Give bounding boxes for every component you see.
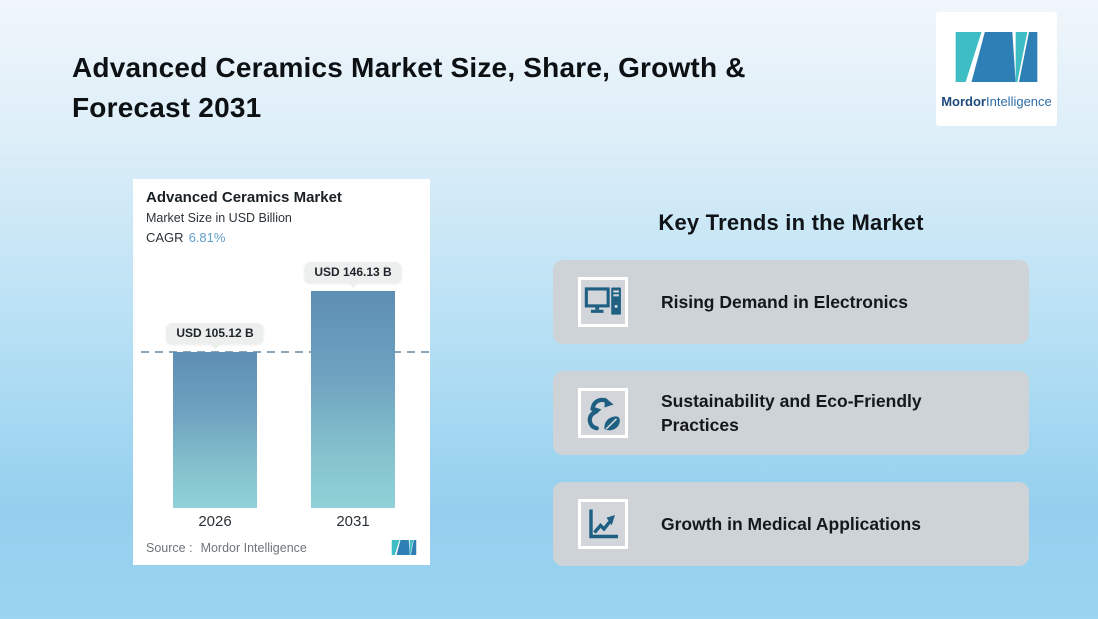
- source-label: Source :: [146, 540, 193, 555]
- cagr-row: CAGR 6.81%: [146, 230, 225, 245]
- trend-label: Growth in Medical Applications: [661, 514, 921, 534]
- desktop-computer-icon: [584, 286, 621, 315]
- mini-logo-icon: [391, 540, 417, 555]
- x-axis-label-2026: 2026: [198, 513, 232, 530]
- trend-label: Rising Demand in Electronics: [661, 292, 908, 312]
- cagr-value: 6.81%: [188, 230, 226, 245]
- value-label-2031: USD 146.13 B: [304, 262, 402, 283]
- x-axis-label-2031: 2031: [336, 513, 370, 530]
- trend-icon-box: [578, 277, 628, 327]
- value-label-2026: USD 105.12 B: [166, 323, 264, 344]
- bar-2031: [311, 291, 395, 508]
- trend-card-sustainability: Sustainability and Eco-Friendly Practice…: [553, 371, 1029, 455]
- brand-wordmark: MordorIntelligence: [936, 94, 1057, 109]
- key-trends-heading: Key Trends in the Market: [658, 210, 924, 235]
- mordor-intelligence-logo-icon: [955, 32, 1038, 82]
- key-trends-panel: Key Trends in the Market Rising Demand i…: [553, 210, 1029, 593]
- trend-card-electronics: Rising Demand in Electronics: [553, 260, 1029, 344]
- market-size-chart-card: Advanced Ceramics Market Market Size in …: [133, 179, 430, 565]
- chart-subtitle: Market Size in USD Billion: [146, 211, 292, 225]
- source-row: Source : Mordor Intelligence: [146, 540, 417, 555]
- trend-card-medical: Growth in Medical Applications: [553, 482, 1029, 566]
- growth-line-chart-icon: [589, 509, 618, 539]
- cagr-label: CAGR: [146, 230, 184, 245]
- recycle-leaf-icon: [587, 397, 620, 431]
- source-value: Mordor Intelligence: [200, 540, 307, 555]
- brand-name-bold: Mordor: [941, 94, 986, 109]
- chart-title: Advanced Ceramics Market: [146, 189, 342, 206]
- brand-name-regular: Intelligence: [986, 94, 1052, 109]
- bar-2026: [173, 352, 257, 508]
- page-title: Advanced Ceramics Market Size, Share, Gr…: [72, 52, 746, 123]
- mordor-intelligence-logo-card: MordorIntelligence: [936, 12, 1057, 126]
- trend-label: Sustainability and Eco-Friendly Practice…: [661, 391, 922, 435]
- trend-icon-box: [578, 499, 628, 549]
- trend-icon-box: [578, 388, 628, 438]
- dashed-reference-line: [141, 351, 430, 353]
- chart-plot-area: USD 105.12 B 2026 USD 146.13 B 2031: [141, 249, 430, 530]
